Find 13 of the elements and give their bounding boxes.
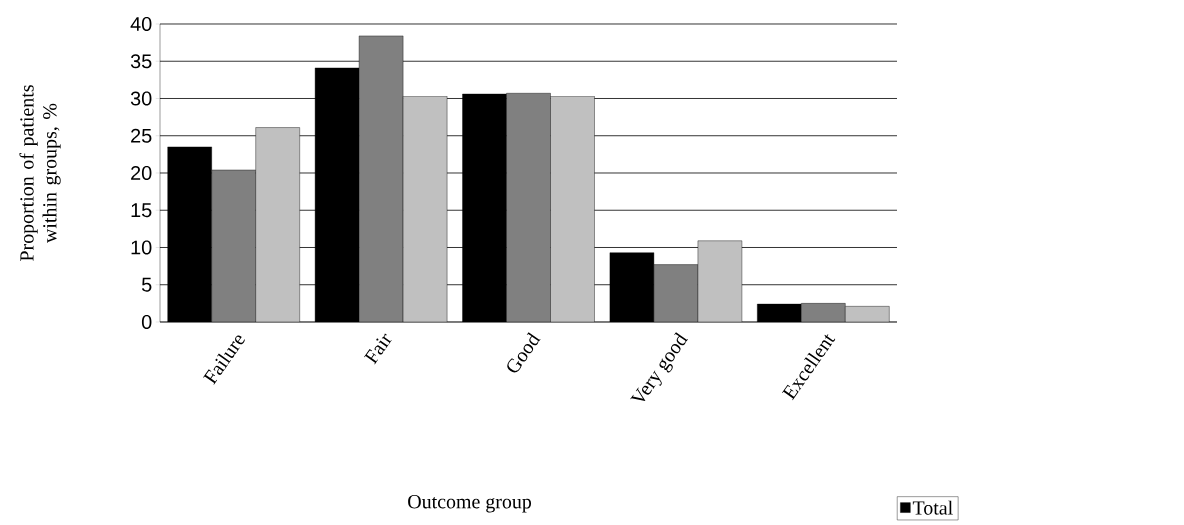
y-tick-label: 5	[141, 277, 152, 292]
y-axis-title: Proportion of patients within groups, %	[19, 85, 61, 261]
y-tick-label: 0	[141, 314, 152, 330]
y-tick-label: 40	[130, 16, 152, 32]
y-tick-label: 20	[131, 165, 152, 181]
y-tick-label: 15	[131, 203, 152, 218]
x-tick-label: Fair	[364, 333, 392, 365]
legend-label: Total	[912, 500, 953, 515]
y-tick-label: 25	[131, 128, 152, 143]
x-axis-title: Outcome group	[408, 495, 532, 513]
y-tick-label: 10	[131, 240, 152, 255]
y-tick-label: 30	[130, 91, 152, 106]
y-tick-label: 35	[130, 54, 152, 69]
